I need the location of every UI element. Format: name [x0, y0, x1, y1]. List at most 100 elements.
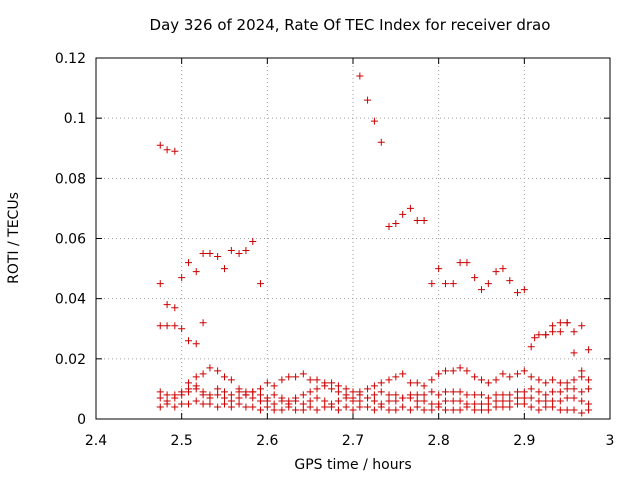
data-point — [171, 304, 179, 312]
data-point — [484, 379, 492, 387]
data-point — [585, 346, 593, 354]
data-point — [399, 394, 407, 402]
data-point — [420, 406, 428, 414]
data-point — [406, 204, 414, 212]
data-point — [542, 397, 550, 405]
data-point — [578, 373, 586, 381]
data-point — [156, 394, 164, 402]
data-point — [235, 385, 243, 393]
data-point — [542, 403, 550, 411]
data-point — [306, 403, 314, 411]
data-point — [199, 391, 207, 399]
data-point — [556, 379, 564, 387]
data-point — [385, 406, 393, 414]
data-point — [385, 397, 393, 405]
data-point — [377, 379, 385, 387]
data-point — [163, 391, 171, 399]
data-point — [334, 406, 342, 414]
y-tick-label: 0.02 — [55, 352, 86, 368]
data-point — [199, 250, 207, 258]
data-point — [235, 250, 243, 258]
data-point — [478, 376, 485, 384]
data-point — [342, 385, 350, 393]
data-point — [377, 388, 385, 396]
data-point — [570, 394, 578, 402]
data-point — [484, 280, 492, 288]
data-point — [535, 388, 543, 396]
data-point — [527, 403, 535, 411]
data-point — [428, 400, 436, 408]
x-tick-label: 3 — [606, 433, 615, 449]
data-point — [256, 406, 264, 414]
data-point — [456, 406, 464, 414]
data-point — [413, 216, 421, 224]
data-point — [556, 388, 564, 396]
data-point — [484, 406, 492, 414]
data-point — [471, 406, 479, 414]
data-point — [356, 388, 364, 396]
data-point — [328, 379, 336, 387]
data-point — [313, 394, 321, 402]
data-point — [385, 376, 393, 384]
data-point — [471, 274, 479, 282]
data-point — [549, 322, 557, 330]
data-point — [506, 397, 514, 405]
data-point — [249, 388, 257, 396]
data-point — [392, 406, 400, 414]
data-point — [192, 385, 200, 393]
data-point — [178, 274, 186, 282]
data-point — [549, 397, 557, 405]
data-point — [214, 385, 222, 393]
data-point — [456, 364, 464, 372]
data-point — [527, 343, 535, 351]
data-point — [535, 406, 543, 414]
data-point — [463, 259, 471, 267]
data-point — [449, 280, 457, 288]
data-point — [178, 325, 186, 333]
series-mid-c — [456, 259, 528, 297]
data-point — [399, 370, 407, 378]
data-point — [563, 394, 571, 402]
data-point — [185, 379, 193, 387]
data-point — [471, 400, 479, 408]
data-point — [321, 397, 329, 405]
data-point — [256, 391, 264, 399]
data-point — [221, 394, 228, 402]
data-point — [299, 406, 307, 414]
data-point — [342, 403, 350, 411]
data-point — [506, 373, 514, 381]
data-point — [499, 397, 507, 405]
data-point — [420, 397, 428, 405]
data-point — [442, 280, 450, 288]
data-point — [171, 394, 179, 402]
data-point — [364, 394, 372, 402]
data-point — [299, 400, 307, 408]
data-point — [499, 403, 507, 411]
data-point — [192, 340, 200, 348]
data-point — [370, 397, 378, 405]
data-point — [377, 400, 385, 408]
data-point — [299, 391, 307, 399]
data-point — [334, 397, 342, 405]
data-point — [356, 403, 364, 411]
data-point — [227, 376, 235, 384]
series-low-1 — [156, 397, 593, 417]
data-point — [549, 403, 557, 411]
data-point — [227, 391, 235, 399]
data-point — [535, 331, 543, 339]
data-point — [270, 382, 278, 390]
data-point — [185, 388, 193, 396]
data-point — [420, 382, 428, 390]
data-point — [570, 406, 578, 414]
data-point — [334, 388, 342, 396]
data-point — [520, 400, 528, 408]
data-point — [413, 403, 421, 411]
x-tick-label: 2.9 — [513, 433, 535, 449]
data-point — [527, 385, 535, 393]
data-point — [406, 379, 414, 387]
data-point — [478, 286, 485, 294]
y-tick-label: 0 — [77, 412, 86, 428]
data-point — [492, 376, 500, 384]
y-tick-label: 0.12 — [55, 51, 86, 67]
